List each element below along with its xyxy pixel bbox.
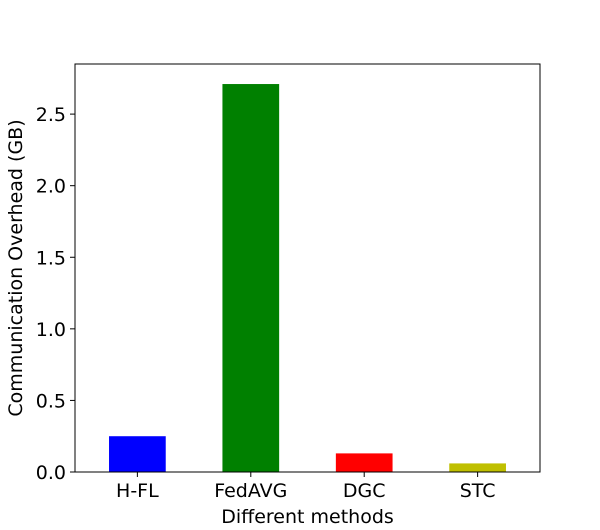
y-axis-ticks: 0.0 0.5 1.0 1.5 2.0 2.5 <box>36 104 75 484</box>
y-axis-label: Communication Overhead (GB) <box>5 119 27 416</box>
bars-group <box>109 84 506 472</box>
x-axis-label: Different methods <box>221 506 394 528</box>
plot-frame <box>74 63 541 473</box>
bar-dgc <box>335 453 393 472</box>
x-tick-label: FedAVG <box>214 480 287 502</box>
x-axis-ticks: H-FL FedAVG DGC STC <box>116 472 496 502</box>
bar-stc <box>449 463 506 472</box>
y-tick-label: 0.0 <box>36 462 66 484</box>
x-tick-label: H-FL <box>116 480 159 502</box>
x-tick-label: DGC <box>343 480 386 502</box>
y-tick-label: 1.5 <box>36 247 66 269</box>
x-tick-label: STC <box>460 480 496 502</box>
bar-h-fl <box>109 436 166 472</box>
y-tick-label: 1.0 <box>36 319 66 341</box>
y-tick-label: 2.5 <box>36 104 66 126</box>
y-tick-label: 0.5 <box>36 390 66 412</box>
y-tick-label: 2.0 <box>36 176 66 198</box>
bar-fedavg <box>222 84 280 472</box>
